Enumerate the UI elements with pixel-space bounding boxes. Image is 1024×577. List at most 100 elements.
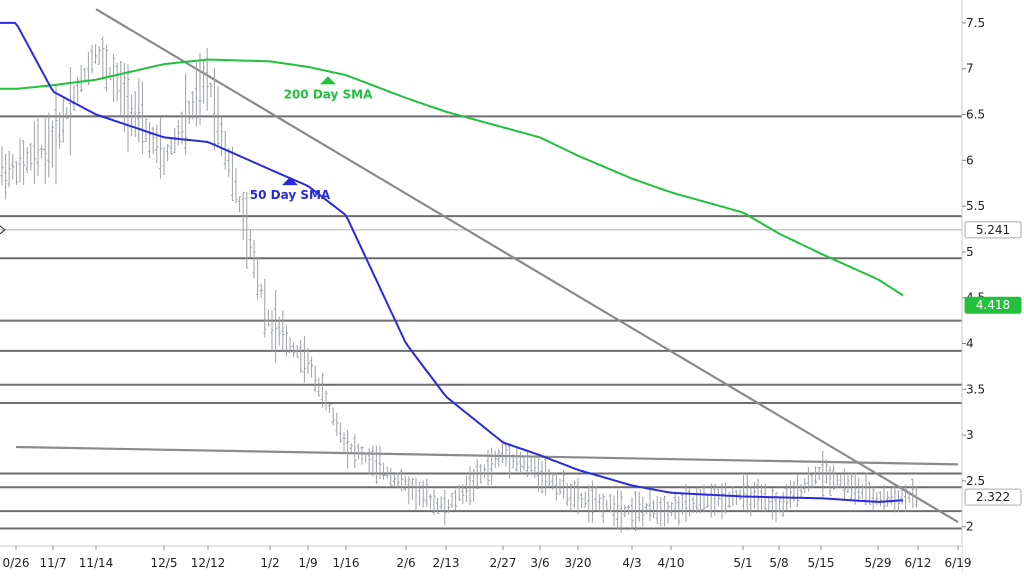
price-bar — [94, 44, 98, 64]
price-bar — [252, 239, 256, 279]
price-bar — [684, 484, 688, 522]
50-day-sma-marker-icon — [282, 177, 298, 186]
price-bar — [853, 472, 857, 505]
price-bar — [698, 489, 702, 514]
price-bar — [680, 493, 684, 516]
price-bar — [238, 196, 242, 213]
price-bar — [284, 324, 288, 357]
price-bar — [331, 407, 335, 426]
price-bar — [418, 481, 422, 506]
price-bar — [497, 448, 501, 467]
price-bar — [76, 76, 80, 103]
x-tick-label: 5/1 — [733, 556, 752, 570]
price-bar — [806, 466, 810, 492]
price-bar — [904, 484, 908, 512]
price-bar — [158, 116, 162, 179]
y-tick-label: 6.5 — [966, 107, 985, 121]
price-bar — [569, 483, 573, 512]
price-bar — [101, 36, 105, 80]
price-bar — [454, 489, 458, 511]
price-bar — [508, 445, 512, 479]
price-bar — [425, 478, 429, 508]
200-day-sma-annotation: 200 Day SMA — [284, 87, 374, 101]
price-bar — [486, 449, 490, 486]
y-axis-panel — [962, 0, 1024, 573]
price-bar — [576, 478, 580, 515]
price-bar — [724, 482, 728, 514]
price-bar — [396, 472, 400, 489]
price-bar — [821, 450, 825, 497]
price-bar — [378, 445, 382, 479]
price-bar — [500, 441, 504, 464]
price-bar — [864, 472, 868, 505]
price-bar — [389, 467, 393, 487]
price-bar — [40, 144, 44, 159]
price-bar — [691, 496, 695, 514]
price-bar — [824, 459, 828, 484]
price-bar — [450, 492, 454, 509]
x-tick-label: 11/7 — [40, 556, 67, 570]
price-bar — [605, 499, 609, 511]
price-bar — [166, 144, 170, 162]
y-tick-label: 7 — [966, 62, 974, 76]
price-bar — [529, 457, 533, 475]
price-bar — [306, 347, 310, 375]
price-bar — [407, 476, 411, 505]
price-bar — [778, 496, 782, 513]
price-bar — [828, 466, 832, 496]
price-bar — [490, 447, 494, 485]
price-bar — [626, 504, 630, 515]
price-bar — [97, 46, 101, 65]
price-bar — [796, 475, 800, 507]
price-bar — [634, 490, 638, 532]
price-bar — [544, 456, 548, 496]
price-bar — [727, 491, 731, 508]
price-bar — [32, 121, 36, 185]
price-bar — [677, 496, 681, 526]
price-bar — [176, 119, 180, 146]
price-bar — [374, 445, 378, 484]
price-bar — [86, 51, 90, 86]
price-bar — [878, 491, 882, 507]
price-bar — [641, 496, 645, 527]
price-bar — [151, 126, 155, 155]
price-bar — [598, 494, 602, 513]
price-bar — [414, 477, 418, 511]
price-bar — [288, 337, 292, 354]
price-bar — [130, 94, 134, 137]
price-bar — [36, 118, 40, 176]
price-bar — [324, 390, 328, 411]
price-bar — [234, 168, 238, 204]
price-bar — [630, 497, 634, 530]
trendline-support — [15, 445, 959, 466]
price-bar — [61, 98, 65, 143]
last-price-tag — [964, 221, 1022, 239]
price-bar — [227, 147, 231, 178]
price-bar — [446, 499, 450, 513]
sma50-line — [0, 21, 904, 503]
price-bar — [263, 278, 267, 338]
price-bar — [364, 452, 368, 463]
price-bar — [245, 191, 249, 269]
price-bar — [554, 472, 558, 501]
x-tick-label: 2/27 — [490, 556, 517, 570]
price-bar — [799, 484, 803, 497]
y-tick-label: 2.5 — [966, 474, 985, 488]
x-tick-label: 5/8 — [769, 556, 788, 570]
sma50-value-tag — [964, 488, 1022, 506]
price-bar — [43, 115, 47, 184]
price-bar — [526, 450, 530, 478]
y-tick-label: 5 — [966, 245, 974, 259]
price-bar — [191, 91, 195, 120]
price-bar — [50, 120, 54, 168]
price-bar — [709, 483, 713, 518]
price-bar — [90, 44, 94, 74]
price-bar — [209, 82, 213, 98]
price-bar — [274, 290, 278, 363]
price-bar — [832, 465, 836, 491]
price-bar — [266, 309, 270, 327]
price-bar — [842, 468, 846, 501]
price-bar — [612, 495, 616, 527]
x-tick-label: 0/26 — [3, 556, 30, 570]
